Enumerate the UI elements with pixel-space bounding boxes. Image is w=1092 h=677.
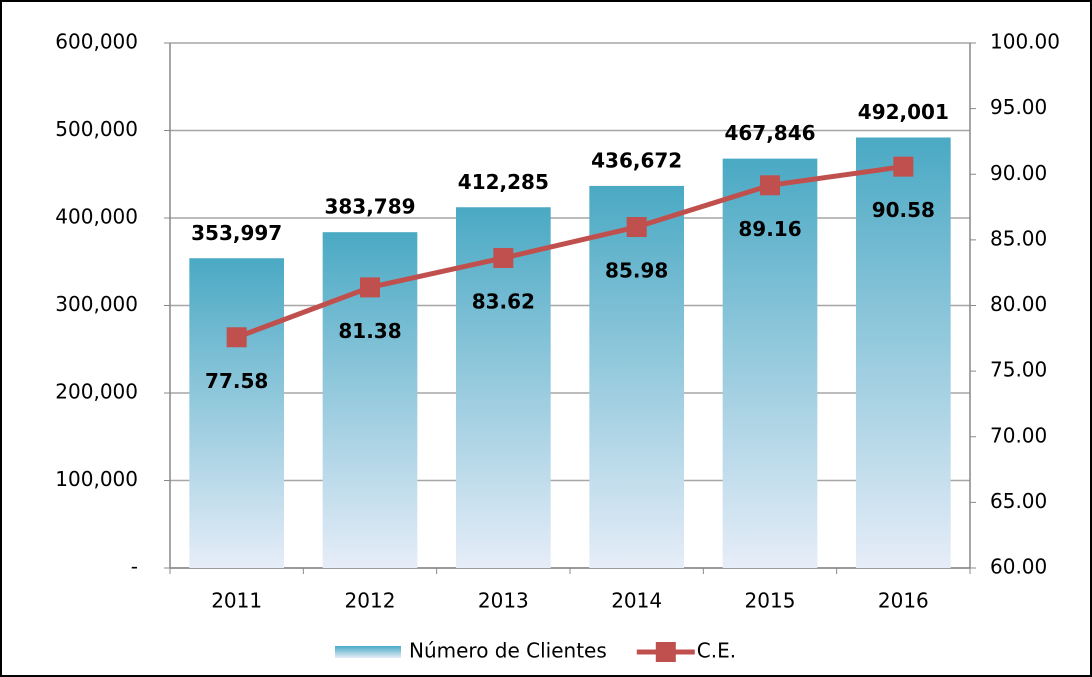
bar xyxy=(589,185,684,569)
bar-value-label: 412,285 xyxy=(458,170,549,194)
x-tick-label: 2016 xyxy=(878,589,929,613)
y2-tick-label: 85.00 xyxy=(990,226,1047,250)
x-tick-label: 2012 xyxy=(345,589,396,613)
y2-tick-label: 95.00 xyxy=(990,95,1047,119)
x-tick-label: 2015 xyxy=(745,589,796,613)
x-tick-label: 2014 xyxy=(611,589,662,613)
y2-tick-label: 75.00 xyxy=(990,358,1047,382)
bar-value-label: 383,789 xyxy=(324,195,415,219)
legend-swatch-marker xyxy=(655,642,676,662)
line-value-label: 81.38 xyxy=(338,319,401,343)
y-tick-label: 400,000 xyxy=(55,205,138,229)
bar-value-label: 492,001 xyxy=(858,100,949,124)
bar xyxy=(856,137,951,568)
y-tick-label: 200,000 xyxy=(55,380,138,404)
bar-value-label: 467,846 xyxy=(724,121,815,145)
line-marker xyxy=(760,175,780,196)
line-value-label: 90.58 xyxy=(872,198,935,222)
x-tick-label: 2013 xyxy=(478,589,529,613)
line-marker xyxy=(226,327,247,348)
bar-value-label: 353,997 xyxy=(191,221,282,245)
y-tick-label: 600,000 xyxy=(55,30,138,54)
y-tick-label: 300,000 xyxy=(55,292,138,316)
line-value-label: 83.62 xyxy=(472,289,535,313)
bar xyxy=(722,158,818,568)
line-marker xyxy=(493,247,514,268)
legend-swatch xyxy=(335,646,401,658)
line xyxy=(235,164,904,340)
y2-tick-label: 80.00 xyxy=(990,292,1047,316)
y2-tick-label: 65.00 xyxy=(990,489,1047,513)
y2-tick-label: 70.00 xyxy=(990,423,1047,447)
y-tick-label: - xyxy=(131,555,138,579)
line-value-label: 89.16 xyxy=(738,217,801,241)
line-marker xyxy=(626,217,647,238)
line-marker xyxy=(360,277,380,298)
y-tick-label: 500,000 xyxy=(55,117,138,141)
x-tick-label: 2011 xyxy=(211,589,262,613)
line-value-label: 77.58 xyxy=(205,369,268,393)
bar-value-label: 436,672 xyxy=(591,148,682,172)
y-tick-label: 100,000 xyxy=(55,467,138,491)
line-marker xyxy=(893,156,914,177)
y2-tick-label: 90.00 xyxy=(990,161,1047,185)
legend-label: Número de Clientes xyxy=(409,639,607,663)
y2-tick-label: 100.00 xyxy=(990,30,1060,54)
line-value-label: 85.98 xyxy=(605,259,668,283)
y2-tick-label: 60.00 xyxy=(990,555,1047,579)
bar xyxy=(189,258,284,568)
legend-label: C.E. xyxy=(697,639,736,663)
